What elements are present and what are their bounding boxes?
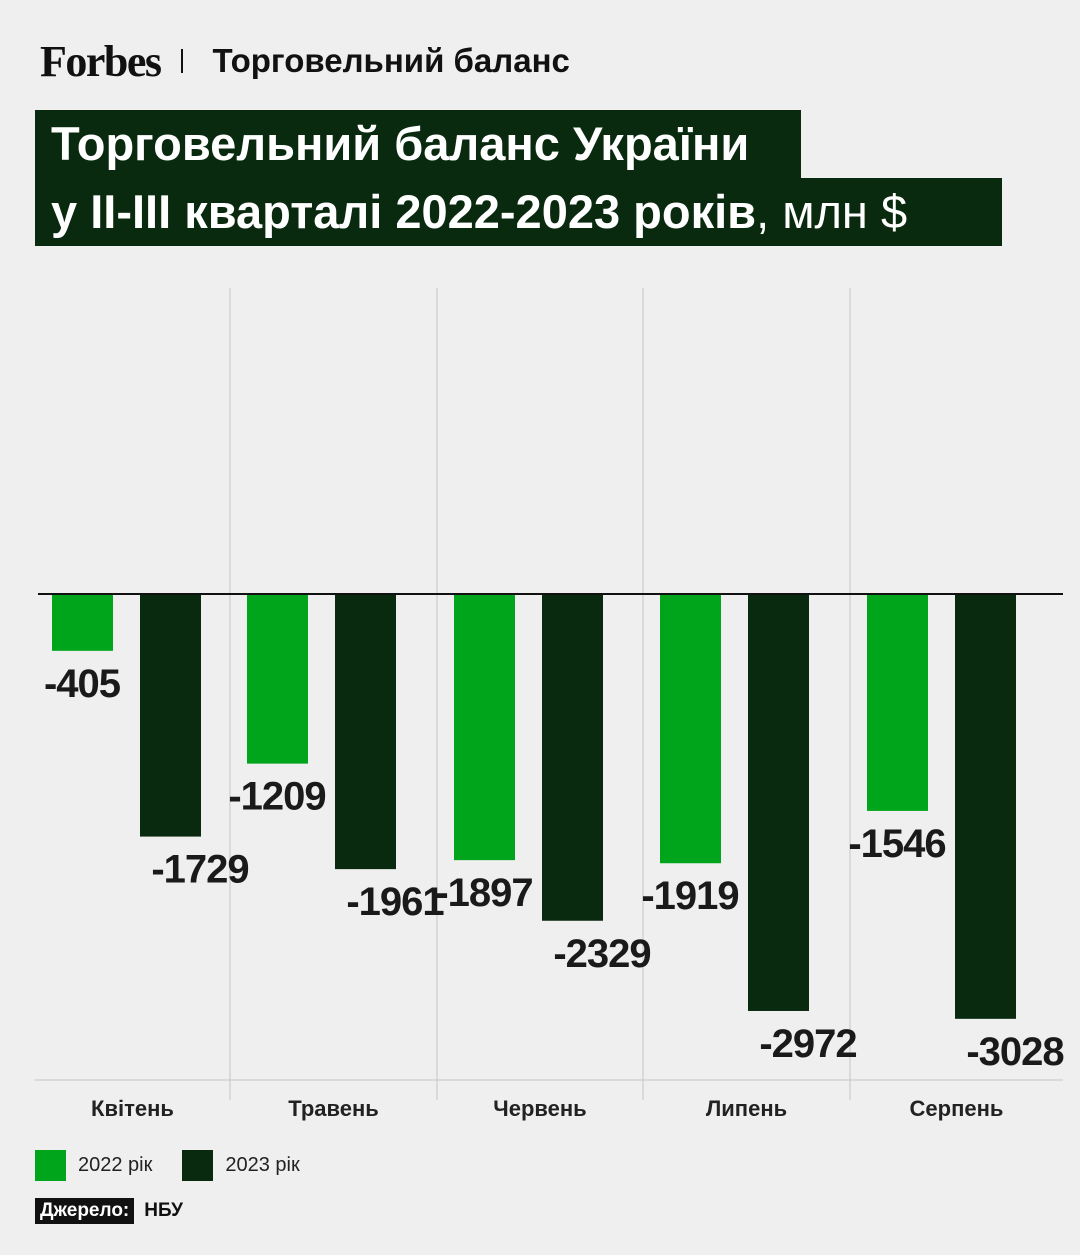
bar-2023-рік-Травень [335, 594, 396, 870]
chart-title-unit: , млн $ [756, 185, 908, 238]
bar-2022-рік-Квітень [52, 594, 113, 651]
legend-label-2022: 2022 рік [78, 1153, 153, 1176]
data-label: -3028 [966, 1030, 1064, 1074]
legend-label-2023: 2023 рік [225, 1153, 300, 1176]
chart-title-line-2: у ІІ-ІІІ кварталі 2022-2023 років, млн $ [35, 178, 1002, 246]
bar-2023-рік-Серпень [955, 594, 1016, 1019]
bar-2022-рік-Серпень [867, 594, 928, 811]
bar-2022-рік-Травень [247, 594, 308, 764]
bar-2023-рік-Липень [748, 594, 809, 1011]
source-value: НБУ [144, 1200, 183, 1221]
data-label: -1209 [228, 775, 325, 819]
section-title: Торговельний баланс [212, 42, 570, 79]
category-label: Травень [288, 1096, 379, 1121]
data-label: -1546 [848, 822, 945, 866]
data-label: -2972 [759, 1022, 856, 1066]
data-label: -1729 [151, 848, 248, 892]
data-label: -405 [44, 662, 121, 706]
source-label: Джерело: [35, 1198, 135, 1224]
data-label: -1897 [435, 871, 532, 915]
legend-swatch-2023 [182, 1149, 214, 1181]
bar-2023-рік-Квітень [140, 594, 201, 837]
bar-2023-рік-Червень [542, 594, 603, 921]
category-label: Червень [493, 1096, 586, 1121]
data-label: -1919 [641, 874, 738, 918]
chart-title-line-1: Торговельний баланс України [35, 110, 801, 178]
source: Джерело: НБУ [35, 1198, 183, 1224]
data-label: -2329 [553, 932, 650, 976]
data-label: -1961 [346, 880, 444, 924]
chart-title-text-2: у ІІ-ІІІ кварталі 2022-2023 років [51, 185, 757, 238]
legend: 2022 рік 2023 рік [35, 1149, 330, 1181]
category-label: Квітень [91, 1096, 174, 1121]
header-divider [180, 49, 183, 73]
header: Forbes Торговельний баланс [40, 36, 570, 86]
bar-2022-рік-Червень [454, 594, 515, 861]
bar-2022-рік-Липень [660, 594, 721, 864]
legend-item-2023: 2023 рік [182, 1149, 300, 1181]
forbes-logo: Forbes [40, 36, 162, 86]
category-label: Липень [706, 1096, 787, 1121]
legend-swatch-2022 [35, 1149, 66, 1181]
chart-title-text-1: Торговельний баланс України [51, 117, 750, 170]
category-label: Серпень [910, 1096, 1004, 1121]
legend-item-2022: 2022 рік [35, 1149, 153, 1181]
